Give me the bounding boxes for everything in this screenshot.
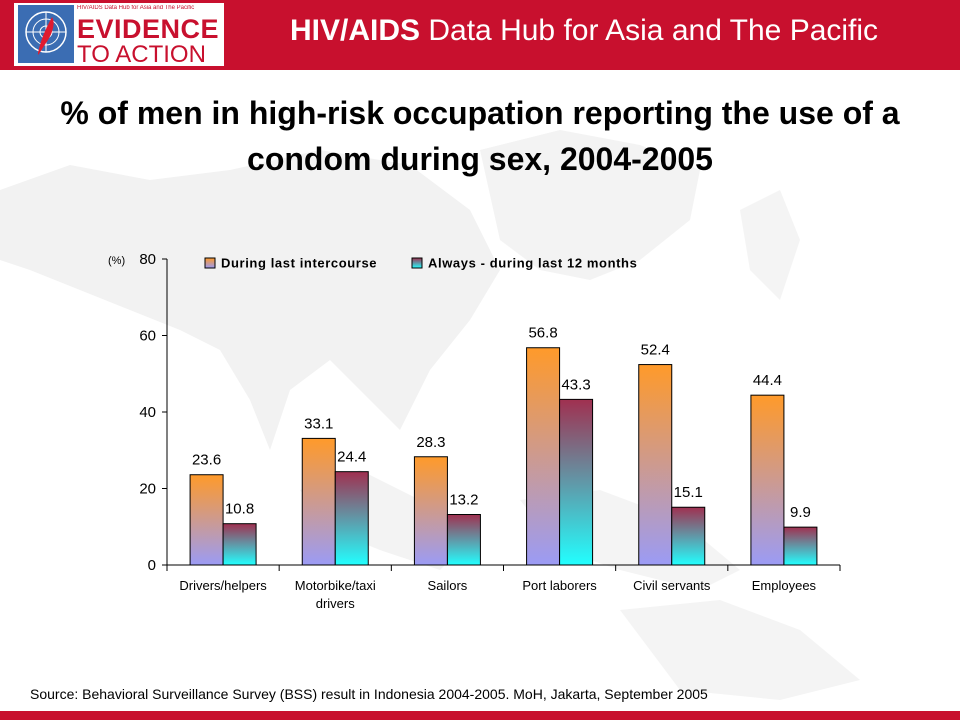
slide-title: % of men in high-risk occupation reporti…: [60, 95, 900, 177]
y-axis-label: (%): [108, 255, 125, 267]
bar-last-intercourse: [750, 394, 785, 566]
hub-title-rest: Data Hub for Asia and The Pacific: [420, 14, 879, 47]
data-label: 13.2: [449, 492, 478, 509]
bar-always-12-months: [446, 514, 481, 566]
legend-swatch: [204, 257, 216, 269]
legend-label: During last intercourse: [221, 256, 377, 271]
header-bar: HIV/AIDS Data Hub for Asia and The Pacif…: [0, 0, 960, 70]
hub-title: HIV/AIDS Data Hub for Asia and The Pacif…: [290, 14, 878, 48]
x-tick-label: Employees: [752, 578, 817, 593]
y-tick-label: 20: [139, 481, 156, 498]
x-tick-label: drivers: [316, 596, 356, 611]
logo-text-evidence: EVIDENCE: [77, 14, 220, 44]
bar-last-intercourse: [526, 347, 561, 566]
x-tick-label: Civil servants: [633, 578, 711, 593]
x-tick-label: Port laborers: [522, 578, 597, 593]
data-label: 44.4: [753, 372, 782, 389]
bar-always-12-months: [559, 398, 594, 566]
x-tick-label: Drivers/helpers: [179, 578, 267, 593]
data-label: 10.8: [225, 501, 254, 518]
y-tick-label: 80: [139, 251, 156, 268]
x-tick-label: Motorbike/taxi: [295, 578, 376, 593]
x-tick-label: Sailors: [428, 578, 468, 593]
y-tick-label: 60: [139, 328, 156, 345]
y-tick-label: 0: [148, 557, 156, 574]
bar-always-12-months: [222, 523, 257, 566]
y-tick-label: 40: [139, 404, 156, 421]
data-label: 28.3: [416, 434, 445, 451]
data-label: 33.1: [304, 415, 333, 432]
data-label: 9.9: [790, 504, 811, 521]
data-label: 15.1: [674, 484, 703, 501]
bar-always-12-months: [783, 526, 818, 566]
source-note: Source: Behavioral Surveillance Survey (…: [30, 686, 708, 702]
data-label: 24.4: [337, 449, 366, 466]
un-emblem-icon: [18, 5, 74, 63]
bar-last-intercourse: [189, 474, 224, 566]
data-label: 23.6: [192, 452, 221, 469]
hub-title-bold: HIV/AIDS: [290, 14, 421, 47]
legend-swatch: [411, 257, 423, 269]
logo-text-to-action: TO ACTION: [77, 41, 206, 68]
data-label: 56.8: [528, 325, 557, 342]
bar-always-12-months: [334, 471, 369, 566]
data-label: 52.4: [641, 342, 670, 359]
bar-last-intercourse: [301, 437, 336, 566]
logo[interactable]: HIV/AIDS Data Hub for Asia and The Pacif…: [14, 3, 224, 68]
bar-last-intercourse: [413, 456, 448, 566]
footer-bar: [0, 711, 960, 720]
bar-always-12-months: [671, 506, 706, 566]
legend-label: Always - during last 12 months: [428, 256, 637, 271]
logo-subtitle: HIV/AIDS Data Hub for Asia and The Pacif…: [77, 5, 195, 11]
data-label: 43.3: [561, 376, 590, 393]
bar-last-intercourse: [638, 364, 673, 566]
